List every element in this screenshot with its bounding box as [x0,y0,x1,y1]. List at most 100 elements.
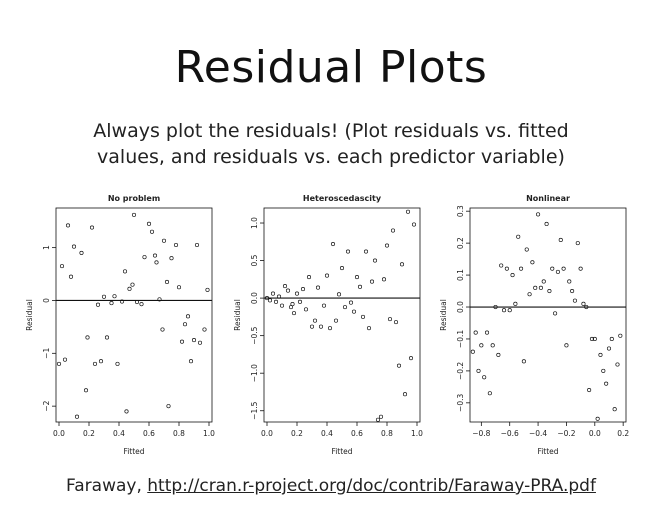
data-point [330,241,336,247]
data-point [476,368,481,373]
data-point [561,266,566,271]
data-point [324,273,330,278]
data-point [300,287,306,292]
data-point [487,391,492,396]
data-point [402,392,408,397]
data-point [354,275,360,280]
data-point [595,416,600,421]
data-point [369,279,375,284]
x-tick-label: −0.6 [501,429,519,438]
data-point [527,292,532,297]
data-point [312,318,318,323]
citation-author: Faraway, [66,476,148,496]
data-point [101,294,107,299]
data-point [342,305,348,310]
y-tick-label: −0.3 [456,394,465,412]
data-point [363,249,369,254]
data-point [267,298,273,303]
data-point [533,285,538,290]
data-point [564,343,569,348]
data-point [182,322,188,327]
data-point [179,339,185,344]
x-tick-label: 0.0 [589,429,601,438]
data-point [83,388,89,393]
data-point [164,279,170,285]
data-point [115,361,120,366]
data-point [584,304,589,310]
chart-title: No problem [108,194,160,203]
data-point [384,243,390,248]
data-point [499,263,504,268]
data-point [146,221,152,226]
data-point [273,299,279,304]
data-point [357,284,363,289]
y-tick-label: −2 [42,400,51,411]
data-point [399,262,405,267]
data-point [152,253,158,258]
data-point [157,297,162,302]
data-point [589,336,595,342]
data-point [530,260,535,265]
data-point [470,349,475,354]
data-point [309,324,315,329]
data-point [139,302,144,307]
data-point [166,404,171,409]
data-point [205,287,210,292]
data-point [191,338,197,343]
data-point [479,343,484,348]
data-point [104,335,110,340]
data-point [112,294,117,299]
data-point [59,264,65,269]
data-point [149,229,155,234]
y-tick-label: 0.0 [456,301,465,313]
data-point [598,352,603,357]
data-point [276,294,282,299]
y-tick-label: 0.5 [250,254,259,266]
data-point [521,359,526,364]
data-point [315,285,321,290]
x-tick-label: −0.2 [557,429,575,438]
data-point [351,309,357,314]
data-point [306,275,312,280]
data-point [547,288,552,294]
data-point [303,307,309,312]
data-point [541,279,546,284]
data-point [575,241,580,246]
x-tick-label: −0.8 [472,429,490,438]
data-point [345,249,351,254]
data-point [169,256,174,261]
x-tick-label: 1.0 [203,429,215,438]
citation: Faraway, http://cran.r-project.org/doc/c… [0,476,662,496]
data-point [538,285,543,290]
y-tick-label: −1.0 [250,364,259,382]
data-point [294,291,300,296]
plot-no-problem: No problem 0.0 0.2 0.4 0.6 0.8 1.0 −2 −1 0 1 Fitted… [25,194,215,456]
data-point [570,288,575,294]
data-point [550,266,555,271]
x-tick-label: 0.6 [351,429,363,438]
x-tick-label: 1.0 [411,429,423,438]
data-point [493,304,498,310]
data-point [124,409,129,414]
data-point [79,250,84,255]
data-point [291,311,297,316]
y-axis-label: Residual [25,299,34,331]
data-point [142,255,147,260]
plot-heteroscedascity: Heteroscedascity 0.0 0.2 0.4 0.6 0.8 1.0 −1.5 −1… [233,194,423,456]
y-axis-label: Residual [439,299,448,331]
data-point [612,407,617,412]
x-tick-label: −0.4 [529,429,547,438]
data-point [519,266,524,271]
x-tick-label: 0.0 [261,429,273,438]
y-tick-label: −1 [42,348,51,359]
data-point [130,282,135,287]
citation-link[interactable]: http://cran.r-project.org/doc/contrib/Fa… [147,476,596,496]
data-point [606,346,612,351]
data-point [282,284,288,289]
data-point [318,324,324,329]
x-tick-label: 0.8 [173,429,185,438]
data-point [536,212,541,217]
data-point [68,274,74,279]
data-point [95,302,101,307]
data-point [482,375,487,380]
